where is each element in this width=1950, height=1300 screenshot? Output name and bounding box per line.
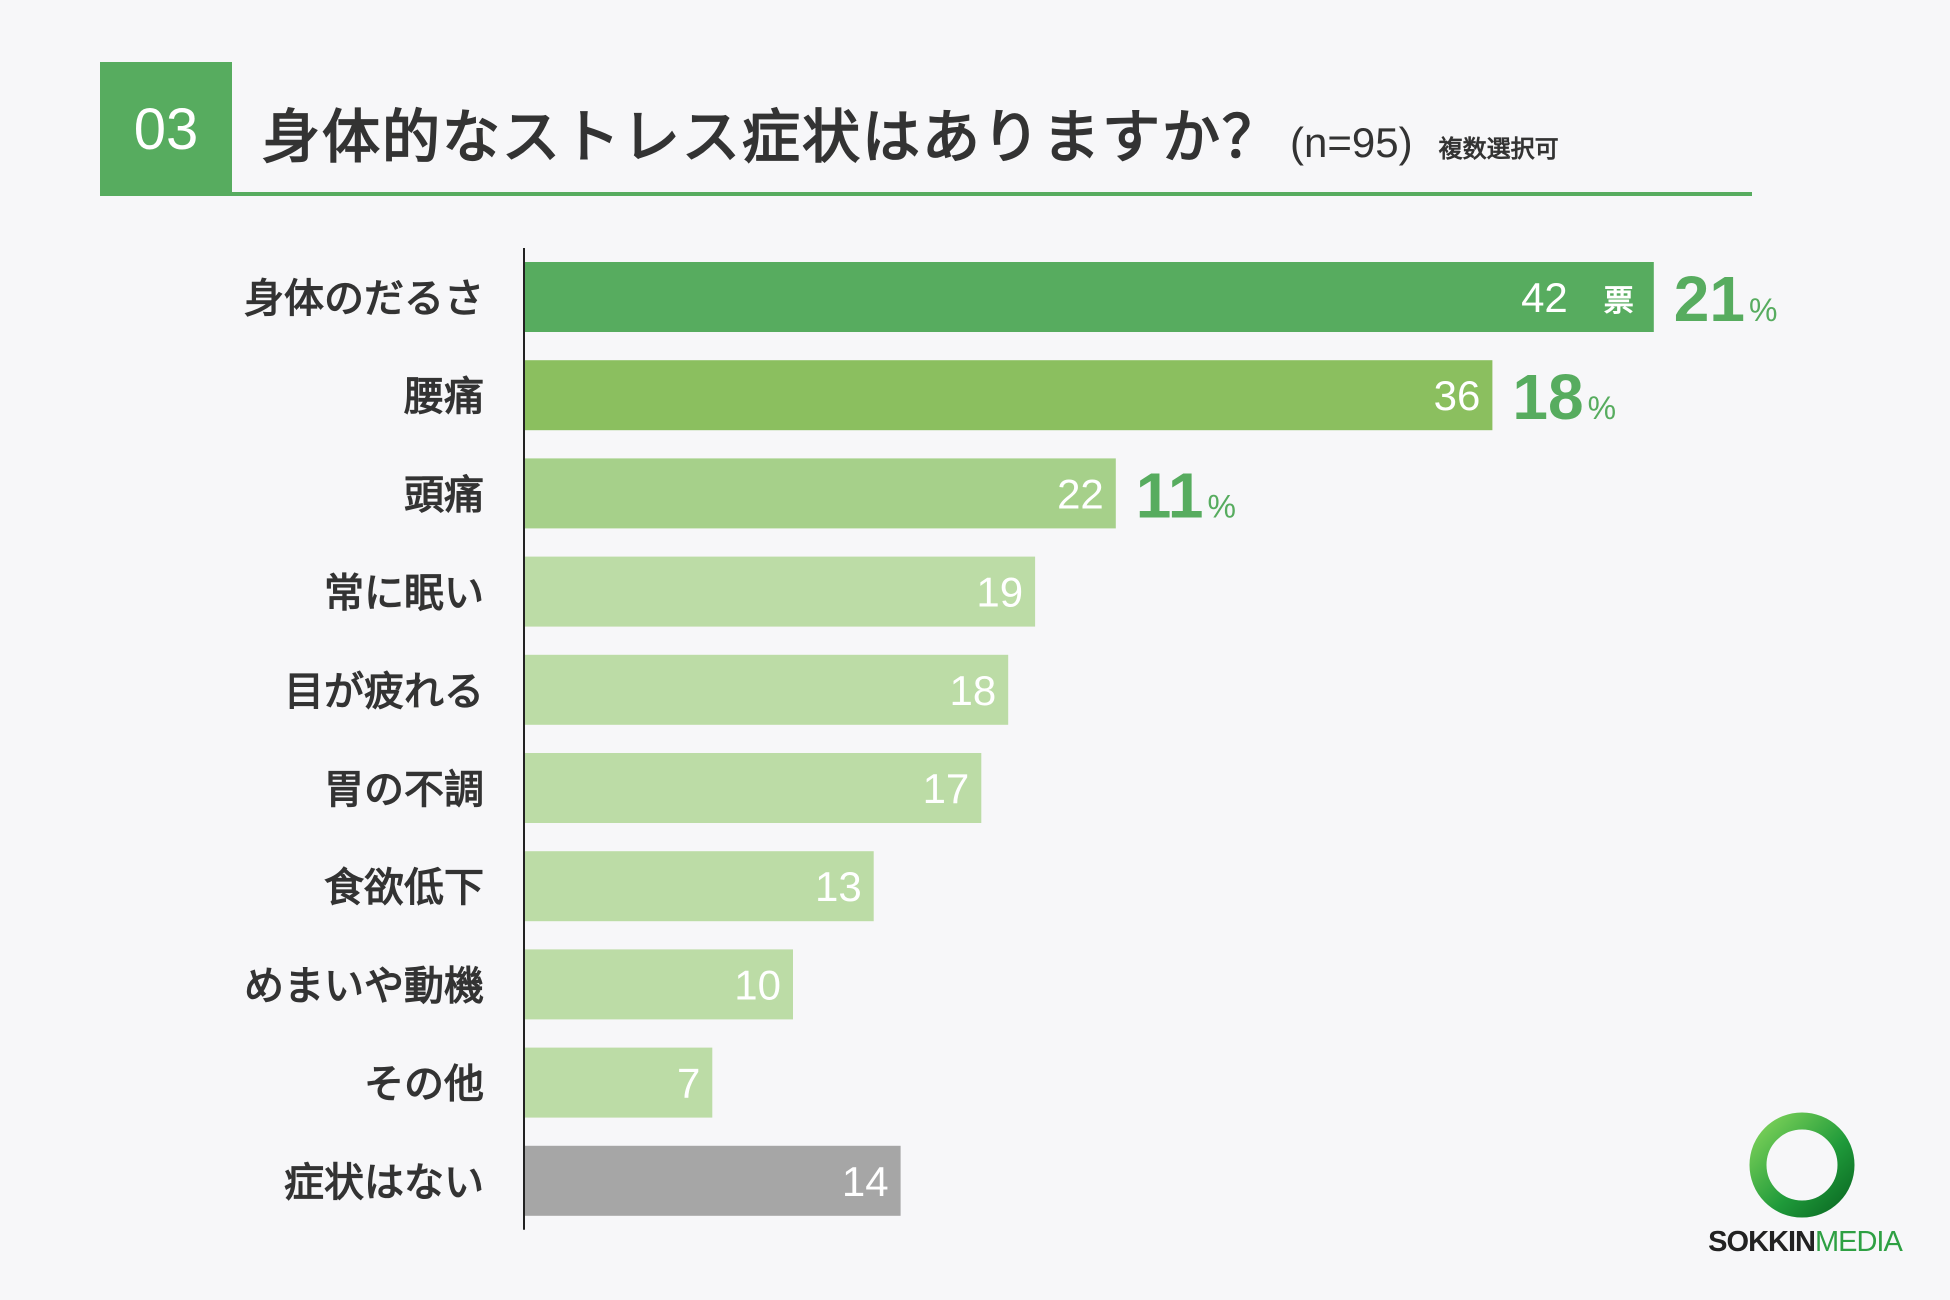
bar-value-label: 19 [976,569,1023,616]
category-label: 常に眠い [324,571,484,617]
bar-value-label: 14 [842,1158,889,1205]
logo-text-sokkin: SOKKIN [1708,1226,1816,1258]
bar-value-label: 36 [1434,372,1481,419]
percent-label: 21% [1674,263,1778,335]
logo-text-media: MEDIA [1814,1226,1903,1258]
bar [524,458,1116,529]
category-label: 頭痛 [404,472,484,518]
category-label: その他 [364,1062,484,1108]
bar [524,556,1036,627]
bar [524,654,1009,725]
bar [524,949,793,1020]
category-label: めまいや動機 [244,963,484,1009]
percent-label: 18% [1512,361,1616,433]
bar-value-label: 22 [1057,470,1104,517]
question-text: 身体的なストレス症状はありますか？ [262,103,1283,171]
category-label: 胃の不調 [324,767,484,813]
bar-value-label: 18 [949,667,996,714]
bar [524,753,982,823]
bar-value-label: 10 [734,961,781,1008]
bar-value-label: 17 [923,765,970,812]
bar [524,1047,713,1118]
category-label: 目が疲れる [284,669,484,715]
percent-sign: % [1749,292,1777,328]
bar-value-label: 13 [815,863,862,910]
category-label: 腰痛 [403,374,484,420]
bar [524,262,1654,332]
percent-sign: % [1588,390,1616,426]
bar-value-label: 7 [677,1060,700,1107]
green-ring-icon [1749,1112,1855,1218]
multiple-choice-note: 複数選択可 [1438,135,1559,163]
bar [524,360,1493,431]
category-label: 食欲低下 [324,865,484,911]
question-number-badge: 03 [100,62,232,196]
category-label: 症状はない [284,1160,484,1206]
bar [524,1145,901,1216]
brand-logo: SOKKINMEDIA [1690,1108,1920,1268]
percent-label: 11% [1136,459,1236,531]
sample-size: (n=95) [1290,119,1413,166]
category-label: 身体のだるさ [244,276,484,322]
header-underline [100,192,1752,196]
percent-sign: % [1207,488,1235,524]
chart-title: 身体的なストレス症状はありますか？ (n=95) 複数選択可 [262,90,1559,171]
value-unit-label: 票 [1604,284,1634,319]
chart-header: 03 身体的なストレス症状はありますか？ (n=95) 複数選択可 [100,62,1752,196]
logo-wordmark: SOKKINMEDIA [1690,1226,1920,1259]
bar-value-label: 42 [1521,274,1568,321]
bar [524,851,874,922]
